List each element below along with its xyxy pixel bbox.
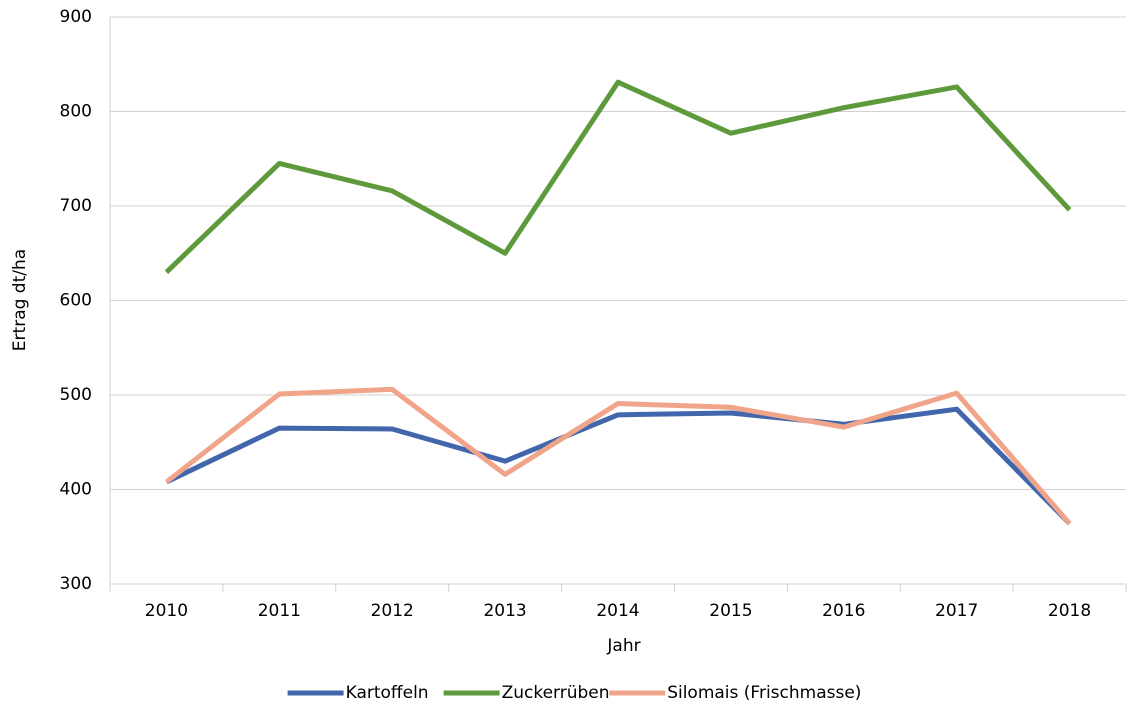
- x-tick-label: 2011: [258, 601, 301, 621]
- legend-label: Silomais (Frischmasse): [667, 683, 861, 703]
- legend-label: Zuckerrüben: [502, 683, 610, 703]
- y-tick-label: 700: [60, 196, 92, 216]
- y-tick-label: 600: [60, 291, 92, 311]
- x-tick-label: 2018: [1048, 601, 1091, 621]
- x-tick-label: 2016: [822, 601, 865, 621]
- y-tick-label: 500: [60, 385, 92, 405]
- line-series: [164, 79, 1072, 274]
- y-tick-label: 800: [60, 102, 92, 122]
- x-tick-label: 2015: [709, 601, 752, 621]
- y-tick-label: 300: [60, 574, 92, 594]
- y-tick-label: 400: [60, 480, 92, 500]
- line-series: [164, 386, 1072, 526]
- y-tick-label: 900: [60, 7, 92, 27]
- x-tick-label: 2010: [145, 601, 188, 621]
- y-axis-title: Ertrag dt/ha: [10, 249, 30, 351]
- x-tick-label: 2017: [935, 601, 978, 621]
- x-tick-label: 2013: [483, 601, 526, 621]
- line-series: [165, 406, 1072, 526]
- x-tick-label: 2012: [371, 601, 414, 621]
- x-tick-label: 2014: [596, 601, 639, 621]
- x-axis-title: Jahr: [606, 636, 640, 656]
- legend-label: Kartoffeln: [346, 683, 429, 703]
